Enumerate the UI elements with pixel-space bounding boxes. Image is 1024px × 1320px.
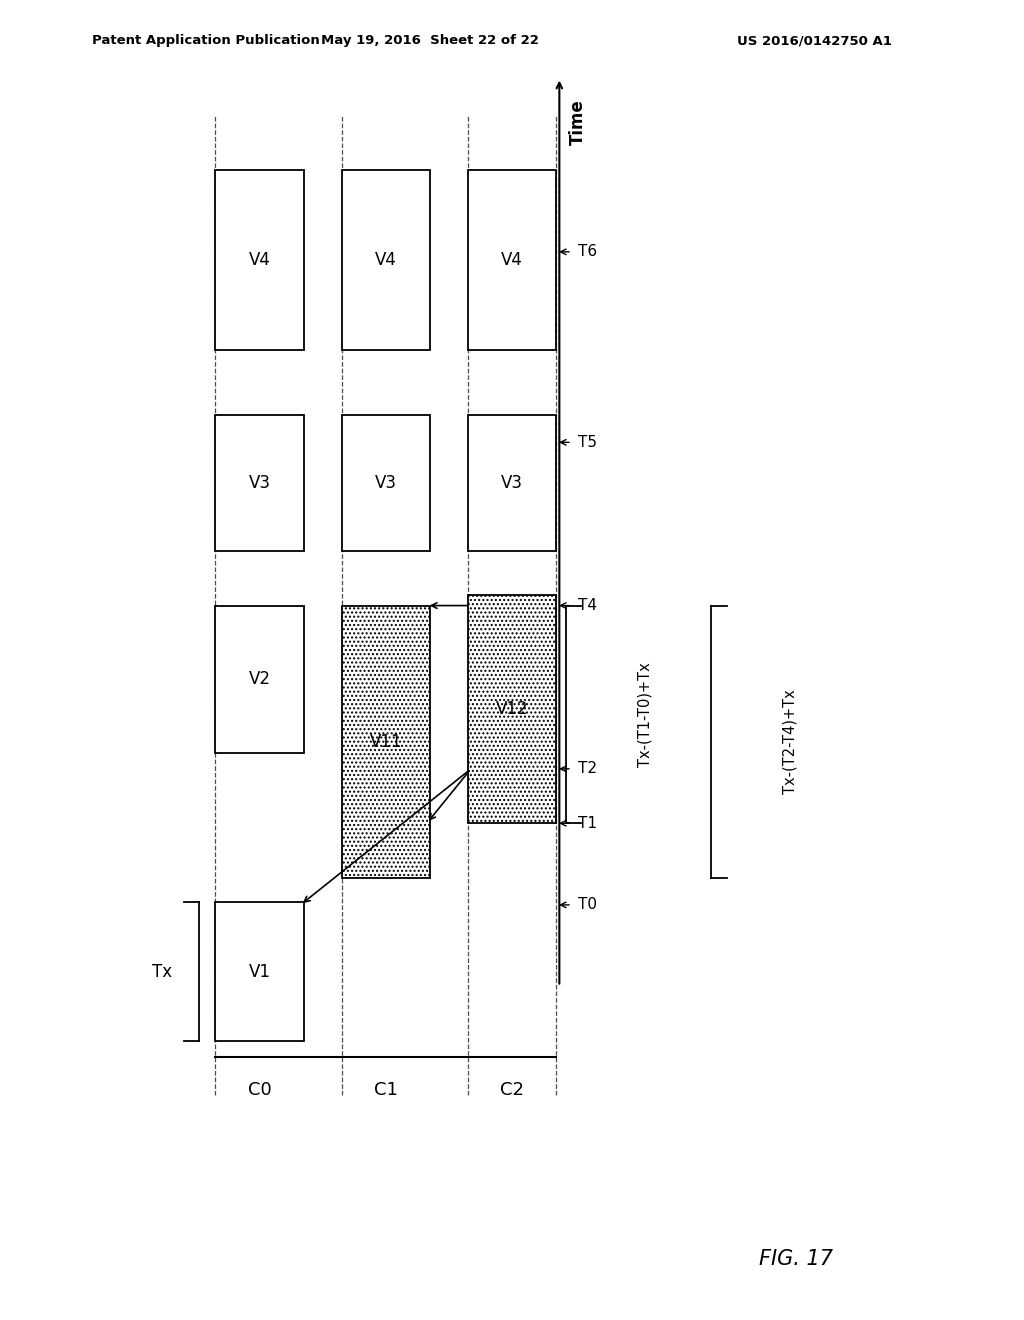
Text: V2: V2: [249, 671, 270, 688]
Bar: [468, 170, 556, 350]
Bar: [215, 606, 304, 752]
Bar: [215, 170, 304, 350]
Text: FIG. 17: FIG. 17: [759, 1249, 834, 1269]
Bar: [215, 902, 304, 1041]
Text: V4: V4: [249, 251, 270, 269]
Text: US 2016/0142750 A1: US 2016/0142750 A1: [737, 34, 892, 48]
Text: C1: C1: [374, 1081, 397, 1100]
Text: Tx-(T2-T4)+Tx: Tx-(T2-T4)+Tx: [782, 689, 798, 795]
Text: V1: V1: [249, 962, 270, 981]
Text: T0: T0: [579, 898, 597, 912]
Bar: [342, 606, 430, 878]
Bar: [468, 595, 556, 824]
Text: T5: T5: [579, 434, 597, 450]
Text: Tx-(T1-T0)+Tx: Tx-(T1-T0)+Tx: [637, 663, 652, 767]
Text: T1: T1: [579, 816, 597, 830]
Text: T6: T6: [579, 244, 597, 259]
Text: Time: Time: [568, 99, 587, 145]
Text: V4: V4: [501, 251, 523, 269]
Bar: [215, 414, 304, 552]
Bar: [342, 170, 430, 350]
Text: V3: V3: [249, 474, 270, 492]
Text: V11: V11: [370, 733, 402, 751]
Text: May 19, 2016  Sheet 22 of 22: May 19, 2016 Sheet 22 of 22: [322, 34, 539, 48]
Text: V3: V3: [375, 474, 396, 492]
Text: T4: T4: [579, 598, 597, 612]
Text: C0: C0: [248, 1081, 271, 1100]
Text: T2: T2: [579, 762, 597, 776]
Bar: [342, 414, 430, 552]
Text: V12: V12: [496, 700, 528, 718]
Text: V4: V4: [375, 251, 396, 269]
Text: Tx: Tx: [152, 962, 172, 981]
Bar: [468, 414, 556, 552]
Text: Patent Application Publication: Patent Application Publication: [92, 34, 319, 48]
Text: C2: C2: [500, 1081, 524, 1100]
Text: V3: V3: [501, 474, 523, 492]
